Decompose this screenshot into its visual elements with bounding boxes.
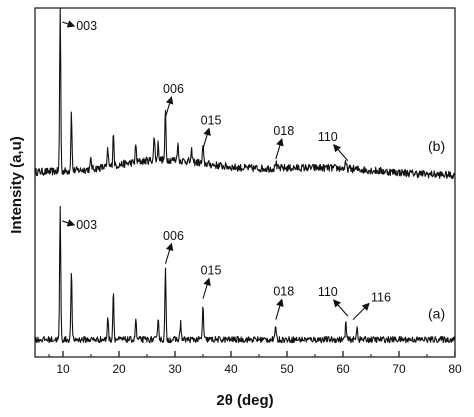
annotation-arrow [62, 20, 76, 28]
x-tick-label: 80 [448, 362, 462, 376]
x-tick-label: 60 [336, 362, 350, 376]
x-axis-ticks: 10 20 30 40 50 60 70 80 [48, 351, 462, 376]
annotation-arrow [202, 127, 211, 149]
annotation-arrow [164, 96, 174, 118]
x-tick-label: 70 [392, 362, 406, 376]
annotation-arrow [275, 137, 284, 160]
peak-label: 018 [273, 124, 294, 138]
peak-label: 003 [76, 19, 97, 33]
x-tick-label: 10 [56, 362, 70, 376]
annotation-arrow [333, 143, 349, 162]
peak-label: 003 [76, 218, 97, 232]
annotation-arrow [275, 298, 284, 320]
series-line [34, 205, 456, 344]
series-layer: (b) (a) [34, 7, 456, 344]
annotation-layer: 003 006 015 018 110 003 006 015 018 110 116 [62, 19, 391, 320]
peak-label: 116 [371, 291, 391, 305]
peak-label: 015 [201, 264, 222, 278]
annotation-arrow [352, 302, 370, 320]
peak-label: 018 [273, 285, 294, 299]
plot-frame [34, 7, 456, 358]
peak-label: 006 [163, 82, 184, 96]
series-line [34, 7, 456, 180]
y-axis-label: Intensity (a,u) [8, 136, 25, 234]
annotation-arrow [202, 277, 211, 299]
series-label: (b) [428, 138, 445, 154]
x-tick-label: 40 [224, 362, 238, 376]
peak-label: 110 [318, 285, 338, 299]
x-axis-label: 2θ (deg) [216, 392, 273, 409]
series-label: (a) [428, 306, 445, 322]
x-tick-label: 30 [168, 362, 182, 376]
annotation-arrow [164, 242, 174, 264]
peak-label: 006 [163, 229, 184, 243]
peak-label: 110 [318, 130, 338, 144]
annotation-arrow [333, 299, 349, 317]
x-tick-label: 50 [280, 362, 294, 376]
peak-label: 015 [201, 114, 222, 128]
x-tick-label: 20 [112, 362, 126, 376]
annotation-arrow [62, 219, 76, 227]
